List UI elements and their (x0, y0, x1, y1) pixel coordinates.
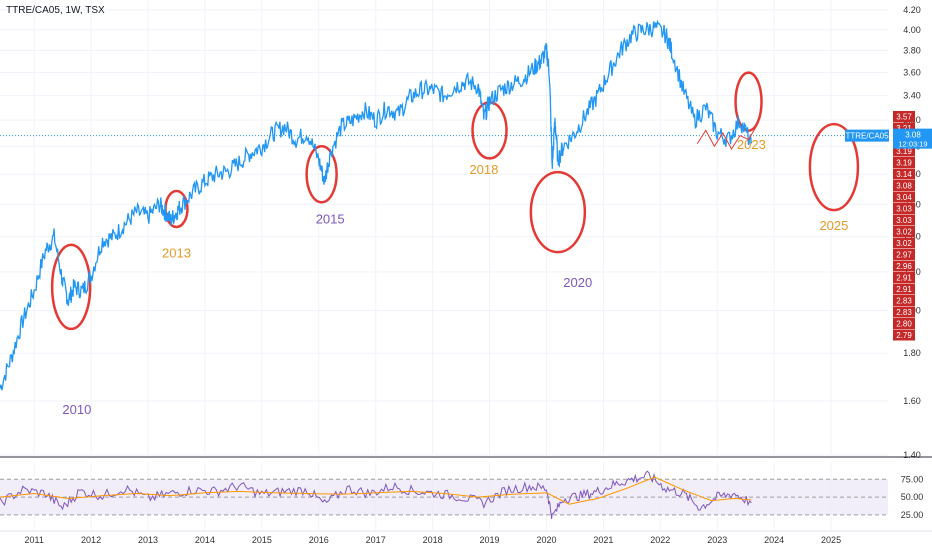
price-badge-label: 3.02 (896, 239, 912, 248)
ticker-tag-label: TTRE/CA05 (845, 132, 889, 141)
price-badge (893, 111, 915, 122)
annotation-label: 2010 (62, 402, 91, 417)
price-badge-label: 3.14 (896, 170, 912, 179)
x-tick-label: 2019 (480, 535, 500, 545)
x-tick-label: 2020 (536, 535, 556, 545)
price-badge (893, 214, 915, 226)
rsi-line (0, 470, 752, 520)
rsi-ma-line (0, 476, 752, 505)
price-tag-countdown: 12:03:19 (898, 140, 927, 149)
price-badge (893, 157, 915, 168)
y-tick-label: 3.80 (903, 46, 921, 56)
price-tag (893, 128, 932, 149)
x-tick-label: 2022 (650, 535, 670, 545)
rsi-tick-label: 25.00 (901, 510, 924, 520)
price-badge-label: 2.91 (896, 274, 912, 283)
series-layer (0, 19, 758, 520)
price-badge-label: 2.83 (896, 308, 912, 317)
x-tick-label: 2024 (764, 535, 784, 545)
price-badge-label: 3.03 (896, 205, 912, 214)
annotation-layer: 2010 2013 2015 2018 2020 2023 2025 (50, 71, 860, 417)
annotation-label: 2018 (469, 162, 498, 177)
price-badge (893, 306, 915, 318)
price-badge-label: 3.57 (896, 113, 912, 122)
y-tick-label: 3.60 (903, 67, 921, 77)
price-badge (893, 329, 915, 341)
price-badge (893, 226, 915, 237)
chart-title: TTRE/CA05, 1W, TSX (6, 5, 105, 16)
price-badge-label: 2.91 (896, 285, 912, 294)
annotation-circle (529, 170, 587, 254)
x-tick-label: 2013 (138, 535, 158, 545)
x-tick-label: 2015 (252, 535, 272, 545)
projection-line (696, 124, 758, 150)
price-badge-label: 3.19 (896, 159, 912, 168)
price-badge (893, 318, 915, 329)
y-tick-label: 1.60 (903, 396, 921, 406)
y-tick-label: 1.40 (903, 450, 921, 460)
price-badge-label: 2.80 (896, 320, 912, 329)
y-tick-label: 1.80 (903, 348, 921, 358)
ticker-tag (845, 129, 889, 142)
axes-layer: 1.401.601.802.002.202.402.602.803.003.20… (0, 5, 932, 545)
annotation-label: 2013 (162, 245, 191, 260)
x-tick-label: 2012 (81, 535, 101, 545)
price-badge-label: 3.02 (896, 228, 912, 237)
y-tick-label: 2.20 (903, 267, 921, 277)
price-badge (893, 203, 915, 214)
y-tick-label: 3.40 (903, 91, 921, 101)
annotation-circle (808, 122, 860, 212)
price-badge (893, 237, 915, 249)
price-badge (893, 283, 915, 295)
x-tick-label: 2021 (593, 535, 613, 545)
x-tick-label: 2017 (366, 535, 386, 545)
price-series-line (0, 19, 753, 391)
price-badge-label: 3.19 (896, 147, 912, 156)
price-badge (893, 191, 915, 203)
price-badge-label: 3.04 (896, 193, 912, 202)
price-badge-label: 2.96 (896, 262, 912, 271)
annotation-label: 2015 (316, 211, 345, 226)
price-badge-label: 2.79 (896, 331, 912, 340)
grid-layer (0, 0, 932, 530)
price-badge (893, 249, 915, 260)
x-tick-label: 2016 (309, 535, 329, 545)
price-badge-label: 3.21 (896, 124, 912, 133)
rsi-tick-label: 50.00 (901, 492, 924, 502)
price-badge (893, 272, 915, 283)
x-tick-label: 2018 (423, 535, 443, 545)
price-badge (893, 295, 915, 306)
x-tick-label: 2025 (821, 535, 841, 545)
price-badge-label: 2.83 (896, 297, 912, 306)
annotation-label: 2023 (737, 137, 766, 152)
x-tick-label: 2014 (195, 535, 215, 545)
price-badge (893, 122, 915, 134)
price-badge (893, 260, 915, 272)
y-tick-label: 4.20 (903, 5, 921, 15)
annotation-label: 2025 (819, 218, 848, 233)
y-tick-label: 4.00 (903, 25, 921, 35)
price-tag-value: 3.08 (905, 131, 921, 140)
price-badge (893, 168, 915, 180)
annotation-label: 2020 (563, 275, 592, 290)
price-badge-label: 2.97 (896, 251, 912, 260)
x-tick-label: 2011 (24, 535, 43, 545)
price-badge-label: 3.03 (896, 216, 912, 225)
annotation-circle (734, 71, 763, 132)
annotation-circle (50, 243, 92, 331)
rsi-tick-label: 75.00 (901, 474, 924, 484)
price-badge (893, 145, 915, 157)
x-tick-label: 2023 (707, 535, 727, 545)
annotation-circle (305, 144, 338, 204)
price-badge (893, 180, 915, 191)
price-badge-label: 3.08 (896, 182, 912, 191)
